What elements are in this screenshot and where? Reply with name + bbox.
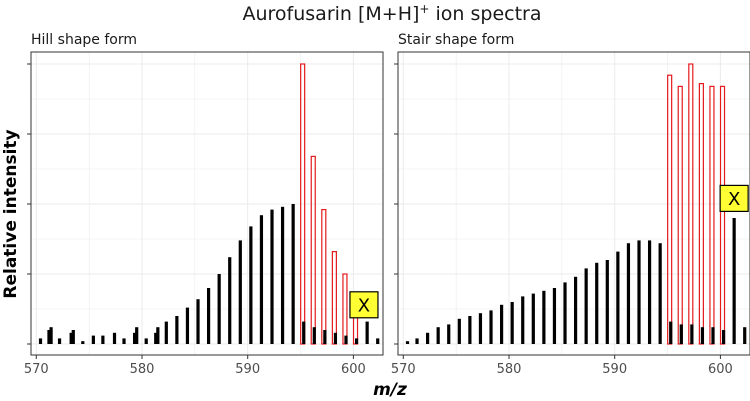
peak-bar [510, 302, 514, 344]
peak-bar [135, 327, 139, 344]
peak-bar [478, 313, 483, 344]
panel-title-left: Hill shape form [31, 32, 137, 48]
peak-bar [112, 332, 117, 344]
x-tick-label: 580 [497, 362, 522, 377]
peak-bar [542, 290, 546, 344]
y-axis-title: Relative intensity [1, 129, 21, 298]
peak-bar [531, 293, 535, 344]
peak-bar [595, 262, 599, 344]
peak-bar [238, 240, 242, 344]
peak-bar [344, 335, 348, 344]
peak-bar [637, 240, 641, 344]
peak-bar [38, 338, 43, 344]
x-tick-label: 570 [391, 362, 416, 377]
peak-bar [57, 338, 62, 344]
panel-hill-shape: X 570 580 590 600 [24, 51, 384, 377]
peak-bar [721, 330, 726, 344]
panel-title-right: Stair shape form [398, 32, 514, 48]
peak-bar [154, 332, 158, 344]
peak-bar [690, 324, 694, 344]
peak-bar [732, 218, 736, 344]
peak-bar [71, 330, 75, 344]
peak-bar [376, 338, 380, 344]
peak-bar [584, 268, 588, 344]
marker-badge [349, 291, 379, 319]
plot-frame [30, 51, 384, 356]
x-tick-label: 590 [602, 362, 627, 377]
peak-bar [563, 282, 567, 344]
peak-bar [132, 332, 137, 344]
peak-bar [743, 327, 747, 344]
marker-badge-label: X [358, 295, 370, 316]
x-tick-label: 590 [235, 362, 260, 377]
peak-bar [196, 299, 200, 344]
plot-frame [397, 51, 750, 356]
figure-title: Aurofusarin [M+H]+ ion spectra [242, 2, 541, 25]
panel-stair-shape: X 570 580 590 600 [391, 51, 750, 377]
peak-bar [447, 324, 451, 344]
peak-bar [489, 310, 493, 344]
peak-bar [312, 327, 316, 344]
peak-bar [259, 215, 264, 344]
peak-bar [185, 307, 190, 344]
peak-bar [228, 257, 232, 344]
peak-bar [405, 341, 410, 344]
x-tick-label: 600 [341, 362, 366, 377]
x-axis-title: m/z [373, 380, 407, 400]
peak-bar [302, 321, 306, 344]
peak-bar [365, 321, 369, 344]
peak-bar [711, 327, 715, 344]
peak-bar [415, 338, 419, 344]
peak-bar [156, 327, 160, 344]
peak-bar [669, 321, 673, 344]
peak-bar [291, 204, 295, 344]
peak-bar [164, 321, 168, 344]
peak-bar [49, 327, 53, 344]
peak-bar [144, 338, 148, 344]
peak-bar [679, 324, 683, 344]
marker-badge-label: X [728, 189, 740, 210]
peak-bar [521, 296, 525, 344]
peak-bar [175, 316, 179, 344]
peak-bar [354, 338, 359, 344]
peak-bar [552, 288, 557, 344]
peak-bar [425, 332, 430, 344]
peak-bar [468, 316, 472, 344]
peak-bar [81, 341, 85, 344]
peak-bar [626, 243, 631, 344]
peak-bar [280, 206, 285, 344]
marker-badge [719, 184, 749, 212]
peak-bar [101, 335, 105, 344]
peak-bar [91, 335, 95, 344]
x-tick-label: 570 [24, 362, 49, 377]
peak-bar [647, 240, 652, 344]
peak-bar [436, 327, 440, 344]
peak-bar [605, 260, 609, 344]
peak-bar [700, 327, 705, 344]
x-tick-label: 600 [708, 362, 733, 377]
peak-bar [249, 226, 253, 344]
peak-bar [206, 288, 211, 344]
peak-bar [122, 338, 126, 344]
peak-bar [573, 276, 578, 344]
peak-bar [270, 209, 274, 344]
peak-bar [323, 330, 327, 344]
peak-bar [499, 304, 504, 344]
peak-bar [616, 251, 620, 344]
peak-bar [333, 332, 338, 344]
peak-bar [69, 332, 73, 344]
peak-bar [217, 274, 221, 344]
peak-bar [47, 330, 51, 344]
peak-bar [457, 318, 461, 344]
x-tick-label: 580 [130, 362, 155, 377]
peak-bar [658, 243, 662, 344]
